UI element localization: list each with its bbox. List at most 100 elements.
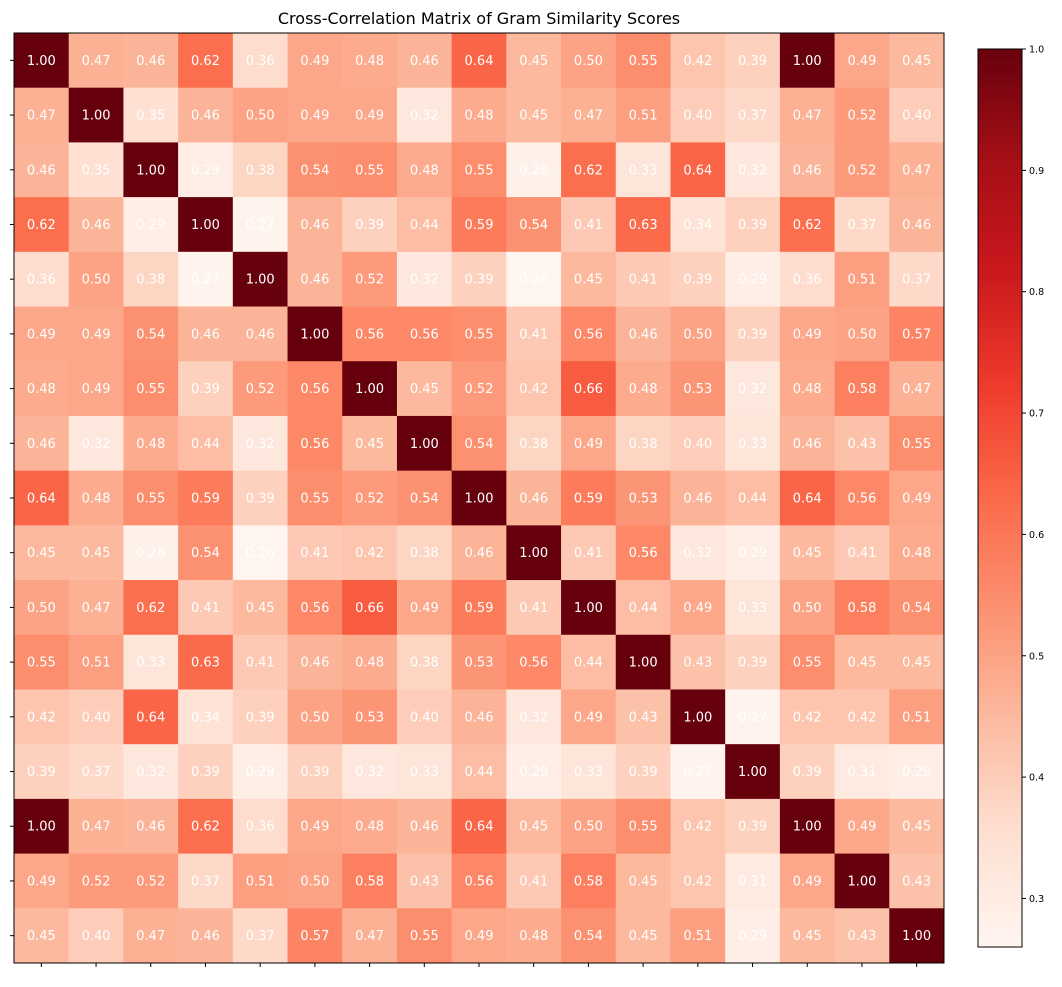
heatmap-cell bbox=[342, 634, 398, 690]
cell-value-label: 0.32 bbox=[355, 765, 384, 780]
heatmap-cell bbox=[287, 689, 343, 745]
cell-value-label: 0.57 bbox=[300, 929, 329, 944]
cell-value-label: 0.42 bbox=[683, 874, 712, 889]
heatmap-cell bbox=[889, 415, 945, 472]
heatmap-cell bbox=[889, 470, 945, 526]
cell-value-label: 0.62 bbox=[191, 54, 220, 69]
heatmap-cell bbox=[342, 197, 398, 253]
heatmap-cell bbox=[342, 470, 398, 526]
cell-value-label: 0.51 bbox=[246, 874, 275, 889]
cell-value-label: 0.56 bbox=[574, 327, 603, 342]
heatmap-cell bbox=[506, 908, 562, 964]
heatmap-cell bbox=[68, 33, 124, 89]
heatmap-cell bbox=[834, 361, 890, 417]
cell-value-label: 0.44 bbox=[465, 765, 494, 780]
cell-value-label: 0.46 bbox=[136, 54, 165, 69]
cell-value-label: 0.45 bbox=[902, 54, 931, 69]
cell-value-label: 0.41 bbox=[847, 546, 876, 561]
heatmap-cell bbox=[889, 142, 945, 198]
cell-value-label: 0.45 bbox=[355, 437, 384, 452]
cell-value-label: 0.41 bbox=[629, 273, 658, 288]
cell-value-label: 0.55 bbox=[465, 163, 494, 178]
cell-value-label: 0.44 bbox=[738, 492, 767, 507]
cell-value-label: 0.45 bbox=[410, 382, 439, 397]
heatmap-cell bbox=[834, 197, 890, 253]
cell-value-label: 0.53 bbox=[683, 382, 712, 397]
cell-value-label: 0.50 bbox=[574, 820, 603, 835]
cell-value-label: 0.41 bbox=[300, 546, 329, 561]
cell-value-label: 0.39 bbox=[738, 656, 767, 671]
cell-value-label: 0.51 bbox=[683, 929, 712, 944]
cell-value-label: 0.56 bbox=[300, 437, 329, 452]
heatmap-cell bbox=[68, 744, 124, 800]
heatmap-cell bbox=[670, 251, 726, 308]
heatmap-cell bbox=[615, 908, 671, 964]
cell-value-label: 0.46 bbox=[629, 327, 658, 342]
heatmap-cell bbox=[287, 580, 343, 636]
heatmap-cell bbox=[725, 580, 781, 636]
plot-frame bbox=[13, 32, 945, 964]
cell-value-label: 0.56 bbox=[410, 327, 439, 342]
heatmap-cell bbox=[68, 251, 124, 308]
cell-value-label: 0.49 bbox=[847, 54, 876, 69]
heatmap-cell bbox=[615, 142, 671, 198]
heatmap-cell bbox=[889, 251, 945, 308]
cell-value-label: 1.00 bbox=[519, 546, 548, 561]
cell-value-label: 1.00 bbox=[82, 109, 111, 124]
heatmap-cell bbox=[232, 33, 289, 89]
cell-value-label: 0.64 bbox=[465, 820, 494, 835]
heatmap-cell bbox=[123, 853, 179, 909]
cell-value-label: 0.45 bbox=[82, 546, 111, 561]
cell-value-label: 0.55 bbox=[629, 54, 658, 69]
heatmap-cell bbox=[834, 415, 890, 472]
cell-value-label: 0.52 bbox=[847, 163, 876, 178]
cell-value-label: 0.49 bbox=[793, 327, 822, 342]
cell-value-label: 1.00 bbox=[738, 765, 767, 780]
heatmap-cell bbox=[779, 415, 836, 472]
heatmap-cell bbox=[779, 634, 836, 690]
heatmap-cell bbox=[68, 634, 124, 690]
heatmap-cell bbox=[232, 415, 289, 472]
cell-value-label: 0.39 bbox=[465, 273, 494, 288]
cell-value-label: 0.36 bbox=[246, 54, 275, 69]
heatmap-cell bbox=[68, 306, 124, 362]
cell-value-label: 0.42 bbox=[355, 546, 384, 561]
cell-value-label: 0.29 bbox=[519, 765, 548, 780]
heatmap-cell bbox=[725, 744, 781, 800]
heatmap-cell bbox=[396, 33, 453, 89]
heatmap-cell bbox=[779, 87, 836, 143]
cell-value-label: 0.58 bbox=[847, 601, 876, 616]
cell-value-label: 0.40 bbox=[902, 109, 931, 124]
heatmap-cell bbox=[725, 142, 781, 198]
heatmap-cell bbox=[725, 798, 781, 855]
cell-value-label: 0.56 bbox=[847, 492, 876, 507]
heatmap-cell bbox=[232, 853, 289, 909]
heatmap-cell bbox=[725, 634, 781, 690]
cell-value-label: 0.52 bbox=[847, 109, 876, 124]
heatmap-cell bbox=[451, 197, 507, 253]
cell-value-label: 0.47 bbox=[902, 163, 931, 178]
heatmap-cell bbox=[287, 853, 343, 909]
heatmap-cell bbox=[670, 361, 726, 417]
cell-value-label: 0.36 bbox=[27, 273, 56, 288]
heatmap-cell bbox=[68, 580, 124, 636]
cell-value-label: 0.59 bbox=[465, 601, 494, 616]
cell-value-label: 0.39 bbox=[300, 765, 329, 780]
heatmap-cell bbox=[451, 306, 507, 362]
heatmap-cell bbox=[834, 580, 890, 636]
cell-value-label: 0.45 bbox=[27, 546, 56, 561]
heatmap-cell bbox=[342, 306, 398, 362]
cell-value-label: 0.49 bbox=[410, 601, 439, 616]
cell-value-label: 0.48 bbox=[519, 929, 548, 944]
heatmap-cell bbox=[670, 197, 726, 253]
heatmap-cell bbox=[396, 251, 453, 308]
heatmap-cell bbox=[178, 306, 234, 362]
cell-value-label: 0.48 bbox=[355, 656, 384, 671]
heatmap-cell bbox=[342, 525, 398, 581]
cell-value-label: 0.55 bbox=[410, 929, 439, 944]
cell-value-label: 0.32 bbox=[519, 710, 548, 725]
cell-value-label: 0.32 bbox=[738, 163, 767, 178]
heatmap-cell bbox=[615, 87, 671, 143]
heatmap-cell bbox=[396, 689, 453, 745]
